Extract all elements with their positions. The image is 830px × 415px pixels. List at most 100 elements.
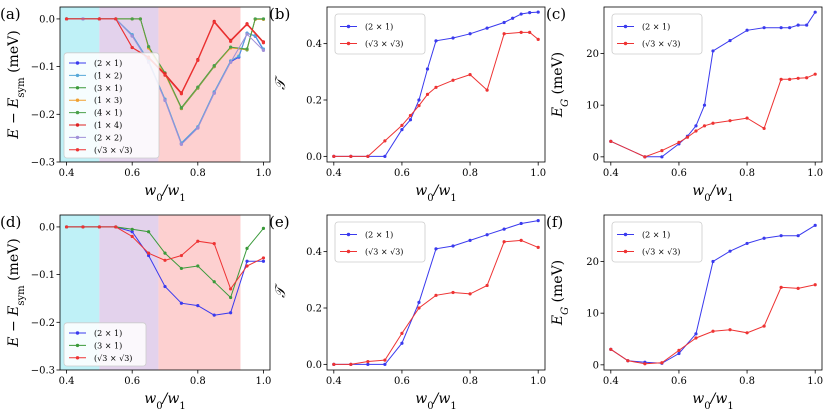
y-tick-label: 0 [593, 360, 599, 371]
data-point [417, 300, 421, 304]
x-tick-label: 0.4 [603, 376, 619, 387]
data-point [468, 32, 472, 36]
y-axis-label-text: E − Esym (meV) [6, 238, 27, 347]
data-point [779, 26, 783, 30]
data-point [745, 241, 749, 246]
data-point [796, 234, 800, 238]
axes-frame [59, 214, 271, 371]
y-tick-label: −0.1 [31, 270, 55, 281]
data-point [745, 116, 749, 120]
data-point [528, 11, 532, 15]
y-tick-label: −0.2 [31, 318, 55, 329]
legend-box [611, 221, 703, 263]
x-label-part: w [144, 391, 156, 407]
legend-marker [75, 148, 80, 152]
data-point [779, 77, 783, 81]
data-point [502, 20, 506, 25]
axes-frame [326, 214, 546, 371]
y-axis-label: 𝒯 [273, 283, 289, 298]
data-point [626, 359, 630, 363]
data-point [179, 92, 184, 96]
data-point [349, 154, 353, 158]
x-tick-label: 0.4 [59, 168, 75, 179]
data-point [519, 221, 523, 226]
x-tick-label: 1.0 [530, 168, 546, 179]
x-label-sub: 0 [704, 401, 710, 412]
panel-label: (a) [0, 5, 21, 23]
data-point [237, 54, 241, 58]
x-label-part: /w [161, 391, 180, 407]
legend-marker [75, 61, 80, 65]
x-tick-label: 0.6 [124, 376, 140, 387]
y-axis-label-text: 𝒯 [273, 283, 289, 298]
x-tick-label: 0.8 [190, 168, 206, 179]
data-point [728, 38, 732, 43]
x-axis-label: w0/w1 [144, 183, 185, 204]
x-label-sub: 0 [427, 401, 433, 412]
data-point [536, 245, 540, 250]
panel-b: 0.4 0.6 0.8 1.0 0.0 0.2 0.4 (b) w0/w1 𝒯 (2 × 1) (√3… [269, 5, 546, 204]
legend-label: (2 × 1) [365, 231, 393, 240]
x-label-part: /w [432, 183, 451, 199]
x-tick-label: 0.6 [394, 168, 410, 179]
data-point [451, 244, 455, 248]
data-point [502, 227, 506, 231]
data-point [779, 285, 783, 289]
data-point [417, 306, 421, 310]
data-point [694, 129, 698, 133]
data-point [229, 45, 233, 49]
y-tick-label: 20 [586, 257, 599, 268]
x-label-part: w [692, 391, 704, 407]
data-point [130, 234, 134, 239]
data-point [400, 123, 404, 127]
legend-label: (2 × 1) [94, 329, 122, 338]
data-point [163, 73, 167, 77]
data-point [245, 246, 249, 250]
x-tick-label: 1.0 [807, 376, 823, 387]
x-label-part: /w [432, 391, 451, 407]
y-tick-label: 0.0 [306, 360, 322, 371]
data-point [519, 238, 523, 242]
data-point [400, 331, 404, 335]
data-point [685, 135, 690, 139]
data-point [245, 23, 249, 27]
data-point [196, 239, 200, 243]
data-point [383, 154, 387, 158]
data-point [468, 292, 472, 296]
data-point [788, 26, 792, 30]
y-label-part: E [550, 315, 566, 326]
data-point [502, 240, 506, 244]
data-point [425, 67, 430, 71]
data-point [813, 10, 817, 14]
y-tick-label: 10 [586, 101, 599, 112]
data-point [196, 126, 200, 130]
y-label-sub: sym [16, 285, 27, 306]
data-point [745, 28, 749, 32]
data-point [677, 351, 681, 356]
data-point [130, 45, 134, 50]
legend-label: (2 × 1) [642, 23, 670, 32]
data-point [179, 266, 184, 271]
data-point [366, 359, 370, 364]
data-point [229, 60, 233, 64]
x-tick-label: 0.6 [394, 376, 410, 387]
data-point [788, 77, 792, 81]
data-point [451, 78, 455, 82]
x-label-part: w [144, 183, 156, 199]
y-axis-label-text: 𝒯 [273, 75, 289, 90]
data-point [434, 39, 438, 43]
data-point [451, 36, 455, 40]
legend-marker [346, 41, 351, 46]
data-point [261, 41, 266, 45]
legend-label: (√3 × √3) [642, 40, 680, 49]
x-tick-label: 0.4 [603, 168, 619, 179]
data-point [711, 329, 715, 333]
y-tick-label: 0.0 [39, 222, 55, 233]
data-point [163, 284, 167, 289]
data-point [196, 264, 200, 268]
data-point [349, 362, 353, 366]
y-label-part: E − E [6, 306, 22, 348]
x-label-part: w [692, 183, 704, 199]
y-tick-label: 0.0 [306, 152, 322, 163]
